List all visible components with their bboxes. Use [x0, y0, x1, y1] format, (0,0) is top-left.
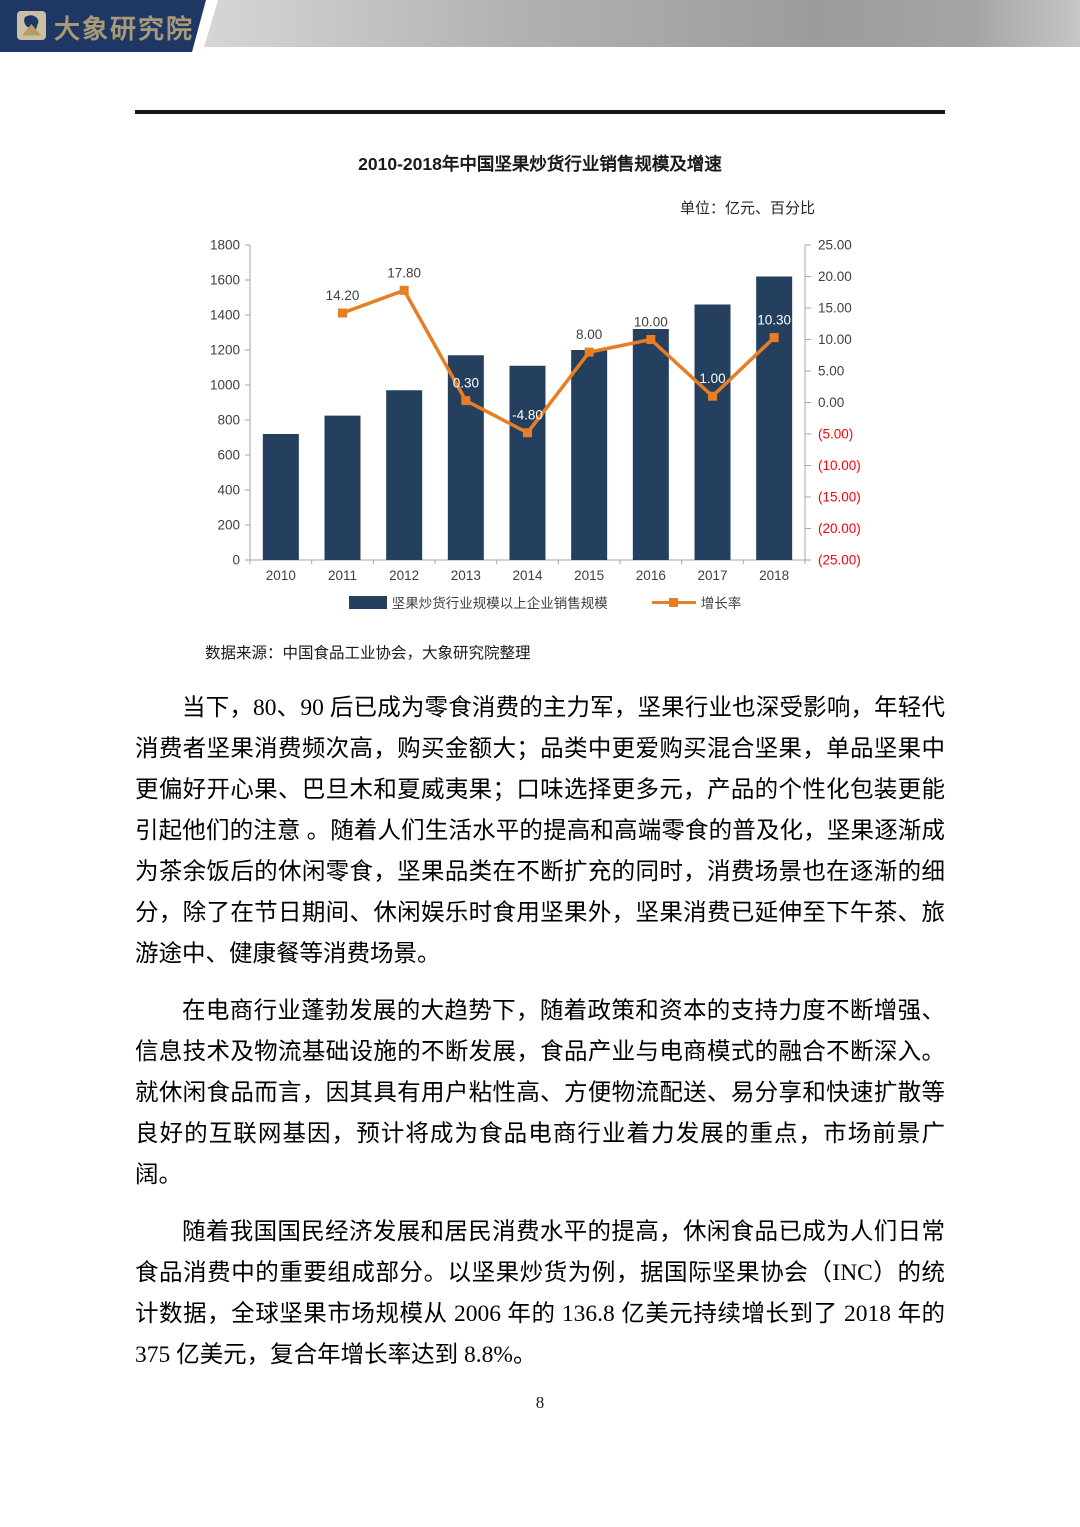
chart: 1800 1600 1400 1200 1000 800 600 400 200 0 25.00 20… — [190, 240, 870, 590]
body-text: 当下，80、90 后已成为零食消费的主力军，坚果行业也深受影响，年轻代消费者坚果… — [135, 688, 945, 1392]
svg-text:2016: 2016 — [636, 568, 666, 583]
svg-text:2011: 2011 — [328, 568, 357, 583]
svg-text:0.00: 0.00 — [818, 395, 844, 410]
paragraph-2: 在电商行业蓬勃发展的大趋势下，随着政策和资本的支持力度不断增强、信息技术及物流基… — [135, 998, 945, 1188]
legend-item-sales: 坚果炒货行业规模以上企业销售规模 — [348, 592, 608, 612]
svg-text:10.00: 10.00 — [818, 332, 852, 347]
svg-text:(15.00): (15.00) — [818, 490, 861, 505]
paragraph-1: 当下，80、90 后已成为零食消费的主力军，坚果行业也深受影响，年轻代消费者坚果… — [135, 695, 945, 967]
svg-text:14.20: 14.20 — [326, 288, 360, 303]
legend-item-growth: 增长率 — [651, 592, 742, 612]
svg-text:2015: 2015 — [574, 568, 604, 583]
svg-text:10.00: 10.00 — [634, 315, 668, 330]
svg-text:8.00: 8.00 — [576, 327, 602, 342]
svg-text:1600: 1600 — [210, 273, 240, 288]
svg-text:1400: 1400 — [210, 308, 240, 323]
svg-text:200: 200 — [217, 518, 240, 533]
svg-text:5.00: 5.00 — [818, 364, 844, 379]
divider-rule — [135, 110, 945, 114]
legend-label-sales: 坚果炒货行业规模以上企业销售规模 — [391, 596, 608, 611]
svg-text:600: 600 — [217, 448, 240, 463]
svg-text:2017: 2017 — [697, 568, 727, 583]
svg-text:1800: 1800 — [210, 240, 240, 253]
svg-text:-4.80: -4.80 — [512, 408, 543, 423]
svg-text:17.80: 17.80 — [387, 265, 421, 280]
legend-label-growth: 增长率 — [700, 596, 742, 611]
svg-text:25.00: 25.00 — [818, 240, 852, 253]
svg-text:10.30: 10.30 — [757, 313, 791, 328]
svg-text:400: 400 — [217, 483, 240, 498]
elephant-logo-icon — [17, 11, 46, 40]
brand-name: 大象研究院 — [54, 15, 195, 44]
page-number: 8 — [535, 1393, 545, 1412]
header-gray-band — [204, 0, 1080, 47]
data-source: 数据来源：中国食品工业协会，大象研究院整理 — [205, 645, 531, 662]
svg-text:800: 800 — [217, 413, 240, 428]
svg-text:1200: 1200 — [210, 343, 240, 358]
unit-label: 单位：亿元、百分比 — [679, 200, 815, 217]
svg-text:2013: 2013 — [451, 568, 481, 583]
line-series-swatch-icon — [651, 597, 696, 607]
svg-text:(20.00): (20.00) — [818, 521, 861, 536]
svg-text:2014: 2014 — [512, 568, 543, 583]
bar-series-swatch-icon — [348, 595, 387, 609]
svg-text:0: 0 — [232, 553, 240, 568]
brand-block: 大象研究院 — [0, 0, 206, 52]
svg-text:(10.00): (10.00) — [818, 458, 861, 473]
svg-text:20.00: 20.00 — [818, 269, 852, 284]
page-header: 大象研究院 — [0, 0, 1080, 57]
svg-text:15.00: 15.00 — [818, 301, 852, 316]
svg-text:(25.00): (25.00) — [818, 553, 861, 568]
svg-text:2018: 2018 — [759, 568, 789, 583]
svg-text:1.00: 1.00 — [699, 371, 725, 386]
chart-svg: 1800 1600 1400 1200 1000 800 600 400 200 0 25.00 20… — [210, 240, 861, 583]
svg-text:0.30: 0.30 — [453, 376, 479, 391]
svg-text:2010: 2010 — [266, 568, 296, 583]
svg-text:2012: 2012 — [389, 568, 419, 583]
svg-text:1000: 1000 — [210, 378, 240, 393]
paragraph-3: 随着我国国民经济发展和居民消费水平的提高，休闲食品已成为人们日常食品消费中的重要… — [135, 1219, 945, 1368]
chart-legend: 坚果炒货行业规模以上企业销售规模 增长率 — [250, 592, 840, 612]
svg-text:(5.00): (5.00) — [818, 427, 853, 442]
chart-title: 2010-2018年中国坚果炒货行业销售规模及增速 — [358, 154, 722, 174]
